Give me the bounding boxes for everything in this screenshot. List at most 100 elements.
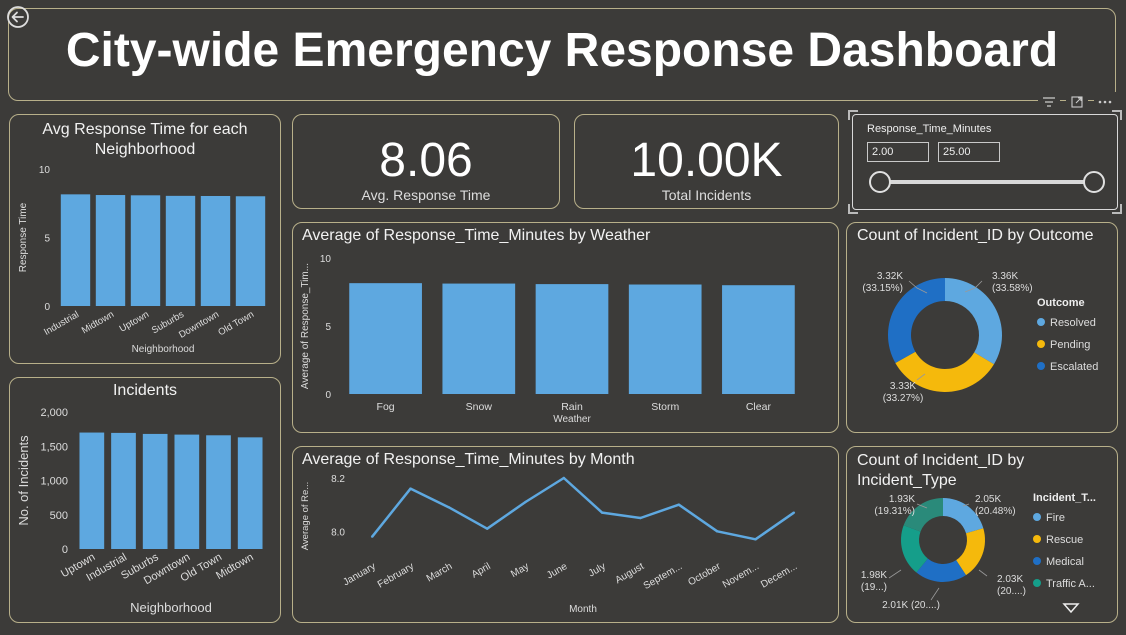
legend-item: Traffic A...: [1046, 578, 1095, 590]
focus-mode-icon[interactable]: [1066, 92, 1088, 112]
data-label: 3.32K: [877, 271, 903, 282]
line-point: [524, 500, 527, 504]
x-tick-label: Midtown: [80, 309, 116, 336]
incident-type-title-line1: Count of Incident_ID by: [857, 452, 1025, 469]
line-point: [639, 516, 642, 520]
range-slider[interactable]: [866, 168, 1110, 196]
neighborhood-avg-title-line1: Avg Response Time for each: [42, 121, 248, 138]
x-tick-label: June: [545, 561, 570, 582]
slider-max-handle[interactable]: [1083, 171, 1105, 193]
y-tick-label: 0: [44, 302, 50, 313]
data-label: (33.15%): [862, 283, 903, 294]
line-point: [677, 503, 681, 506]
bar: [442, 283, 516, 394]
y-axis-label: Response Time: [18, 202, 29, 272]
filter-icon[interactable]: [1038, 92, 1060, 112]
legend-marker: [1033, 579, 1041, 587]
donut-slice: [956, 528, 985, 576]
legend-item: Medical: [1046, 556, 1084, 568]
incident-type-title: Count of Incident_ID by Incident_Type: [857, 451, 1024, 491]
bar: [535, 284, 609, 394]
incident-type-donut-chart: 2.05K(20.48%) 2.03K(20....) 2.01K (20....)…: [861, 492, 1096, 611]
x-tick-label: Old Town: [216, 309, 256, 338]
y-tick-label: 5: [44, 234, 50, 245]
series-line: [371, 476, 795, 541]
x-tick-label: Decem...: [759, 561, 799, 591]
donut-slice: [901, 525, 928, 573]
line-point: [562, 476, 566, 480]
slicer-min-input[interactable]: [867, 142, 929, 162]
legend-title: Incident_T...: [1033, 492, 1096, 504]
x-tick-label: October: [686, 561, 723, 589]
slider-min-handle[interactable]: [869, 171, 891, 193]
data-label: 1.93K: [889, 494, 915, 505]
bar: [206, 435, 231, 549]
legend-marker: [1033, 557, 1041, 565]
bar: [130, 195, 161, 306]
legend-item: Rescue: [1046, 534, 1083, 546]
line-point: [447, 506, 451, 509]
y-axis-label: Average of Re...: [300, 482, 311, 550]
label-leader-line: [916, 503, 928, 509]
bar: [237, 437, 263, 549]
data-label: 3.33K: [890, 381, 916, 392]
y-tick-label: 10: [39, 165, 51, 176]
x-tick-label: Rain: [561, 401, 583, 413]
slicer-label: Response_Time_Minutes: [867, 123, 992, 135]
donut-slice: [945, 278, 1002, 365]
back-arrow-icon[interactable]: [7, 6, 29, 28]
kpi-avg-label: Avg. Response Time: [361, 187, 491, 203]
x-tick-label: Snow: [466, 401, 493, 413]
x-tick-label: March: [425, 561, 455, 584]
bar: [235, 196, 266, 306]
y-axis-label: Average of Response_Tim...: [300, 263, 311, 389]
data-label: (19...): [861, 582, 887, 593]
label-leader-line: [964, 280, 983, 293]
x-tick-label: Industrial: [42, 309, 81, 338]
selection-handle[interactable]: [848, 204, 858, 214]
incidents-chart: 05001,0001,5002,000UptownIndustrialSubur…: [16, 407, 263, 615]
donut-slice: [888, 278, 945, 363]
y-tick-label: 1,000: [40, 476, 68, 488]
y-tick-label: 8.0: [331, 527, 345, 538]
selection-handle[interactable]: [1112, 204, 1122, 214]
line-point: [485, 527, 489, 530]
kpi-total-value: 10.00K: [630, 134, 783, 187]
bar: [722, 285, 795, 394]
kpi-total-card: 10.00K Total Incidents: [574, 114, 839, 209]
more-options-icon[interactable]: [1094, 92, 1116, 112]
legend-item: Fire: [1046, 512, 1065, 524]
bar: [200, 195, 231, 306]
y-tick-label: 2,000: [40, 407, 68, 419]
x-axis-label: Month: [569, 604, 597, 615]
label-leader-line: [962, 503, 970, 507]
x-tick-label: Uptown: [118, 309, 151, 335]
data-label: 1.98K: [861, 570, 887, 581]
selection-handle[interactable]: [848, 110, 858, 120]
dashboard-title: City-wide Emergency Response Dashboard: [65, 24, 1059, 77]
y-tick-label: 10: [320, 254, 332, 265]
incident-type-title-line2: Incident_Type: [857, 472, 957, 489]
legend-marker: [1037, 340, 1045, 348]
y-tick-label: 5: [325, 322, 331, 333]
slicer-max-input[interactable]: [938, 142, 1000, 162]
y-tick-label: 8.2: [331, 474, 345, 485]
kpi-total-label: Total Incidents: [661, 187, 752, 203]
x-tick-label: Novem...: [721, 561, 761, 591]
neighborhood-avg-title: Avg Response Time for each Neighborhood: [9, 120, 281, 160]
line-point: [600, 511, 604, 514]
selection-handle[interactable]: [1112, 110, 1122, 120]
bar: [165, 195, 196, 306]
line-point: [409, 487, 412, 490]
response-time-slicer: [852, 114, 1118, 210]
data-label: (33.58%): [992, 283, 1033, 294]
x-tick-label: Septem...: [642, 561, 685, 592]
bar: [111, 432, 136, 549]
data-label: 3.36K: [992, 271, 1018, 282]
line-point: [792, 511, 796, 514]
kpi-avg-card: 8.06 Avg. Response Time: [292, 114, 560, 209]
x-axis-label: Neighborhood: [130, 600, 212, 615]
label-leader-line: [908, 280, 928, 294]
scroll-down-icon[interactable]: [1062, 602, 1080, 614]
